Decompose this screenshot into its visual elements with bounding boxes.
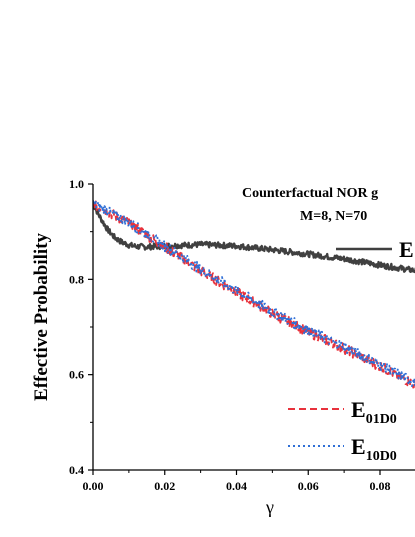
x-tick-label: 0.06 — [298, 479, 319, 493]
legend-label-subscript: 01D0 — [366, 412, 397, 427]
x-tick-label: 0.08 — [370, 479, 391, 493]
x-axis-label: γ — [265, 497, 274, 517]
legend-label-main: E — [351, 397, 366, 422]
series-line-e10d0 — [93, 199, 415, 389]
series-line-e — [93, 203, 415, 274]
x-tick-label: 0.02 — [154, 479, 175, 493]
series-line-e01d0 — [93, 199, 415, 389]
legend-label-main: E — [351, 434, 366, 459]
x-tick-label: 0.04 — [226, 479, 247, 493]
y-tick-label: 0.4 — [69, 463, 84, 477]
legend-label-e: E — [399, 237, 414, 262]
y-axis-label: Effective Probability — [31, 233, 52, 401]
legend-label-subscript: 10D0 — [366, 449, 397, 464]
y-tick-label: 0.6 — [69, 368, 84, 382]
chart-title: Counterfactual NOR g — [242, 186, 378, 201]
x-tick-label: 0.00 — [83, 479, 104, 493]
y-tick-label: 1.0 — [69, 177, 84, 191]
y-tick-label: 0.8 — [69, 272, 84, 286]
chart-subtitle: M=8, N=70 — [300, 209, 367, 224]
legend-label-e01d0: E01D0 — [351, 397, 397, 427]
legend-label-e10d0: E10D0 — [351, 434, 397, 464]
